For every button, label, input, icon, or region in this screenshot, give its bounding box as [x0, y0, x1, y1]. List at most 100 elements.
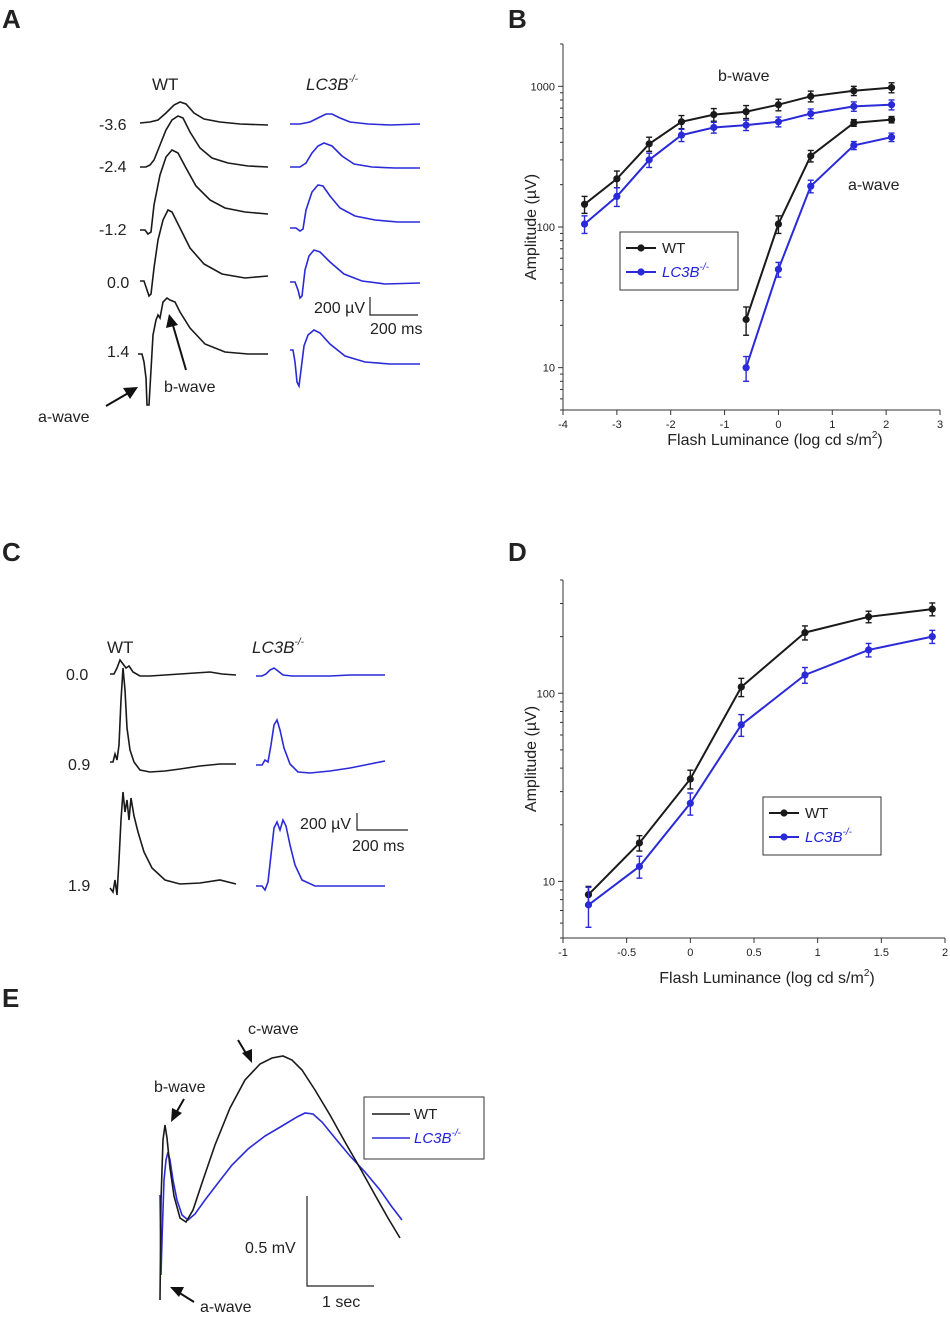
panel-a-wt-trace-3 — [140, 149, 269, 236]
chart-b-x-axis-label: Flash Luminance (log cd s/m2) — [667, 430, 882, 449]
panel-a-ko-trace-3 — [290, 184, 420, 232]
panel-e-a-wave-arrowhead — [170, 1287, 184, 1297]
chart-d-data-point — [865, 646, 873, 654]
chart-b-x-axis-label-main: Flash Luminance (log cd s/m — [667, 432, 872, 449]
panel-c-intensity-1: 0.0 — [66, 667, 88, 684]
panel-label-e: E — [2, 983, 19, 1013]
chart-d-legend-marker — [780, 833, 788, 841]
panel-a-ko-trace-5 — [290, 329, 420, 389]
panel-c-ko-trace-1 — [256, 667, 385, 677]
panel-e-a-wave-label: a-wave — [200, 1299, 252, 1316]
panel-a-intensity-4: 0.0 — [107, 275, 129, 292]
chart-b-b-wave-label: b-wave — [718, 68, 770, 85]
chart-d-legend-label-name: LC3B — [805, 829, 843, 846]
chart-b-data-point — [807, 92, 815, 100]
chart-d-x-axis-label-end: ) — [869, 970, 874, 987]
chart-b-data-point — [850, 87, 858, 95]
panel-e: E WT LC3B-/- 0.5 mV 1 sec c-wave b-wave … — [2, 983, 485, 1316]
panel-e-scale-bar — [306, 1196, 374, 1287]
chart-b-legend-marker — [637, 244, 645, 252]
panel-c-scale-amp: 200 µV — [300, 816, 351, 833]
chart-d-data-point — [635, 862, 644, 871]
chart-d-x-axis-label-main: Flash Luminance (log cd s/m — [659, 970, 864, 987]
chart-d-data-point — [801, 671, 809, 679]
panel-a-ko-trace-2 — [290, 142, 420, 169]
chart-d-y-axis-label: Amplitude (µV) — [523, 706, 540, 812]
panel-d: D -1 -0.5 0 0.5 1 1.5 2 10 100 Flash Luminance (l… — [508, 537, 948, 987]
panel-c-intensity-3: 1.9 — [68, 878, 90, 895]
panel-a-intensity-5: 1.4 — [107, 344, 129, 361]
chart-d-x-axis-label: Flash Luminance (log cd s/m2) — [659, 968, 874, 987]
panel-e-b-wave-arrow — [175, 1098, 185, 1114]
chart-b-data-point — [807, 152, 815, 160]
chart-b-x-tick-label: 0 — [775, 419, 781, 431]
panel-e-legend-wt-label: WT — [414, 1106, 437, 1123]
chart-b-data-point — [887, 133, 896, 141]
chart-b-data-point — [742, 315, 750, 324]
chart-b-data-point — [774, 220, 783, 228]
panel-c-ko-title: LC3B-/- — [252, 637, 305, 657]
chart-b-legend — [619, 231, 739, 291]
panel-a-intensity-1: -3.6 — [99, 117, 127, 134]
chart-b-data-point — [710, 123, 718, 132]
chart-b-series-line — [583, 86, 892, 206]
panel-e-ko-trace — [159, 1112, 403, 1276]
chart-b-series-line — [583, 103, 892, 225]
chart-d-y-tick-label: 100 — [537, 688, 555, 700]
chart-d-x-tick-label: 0.5 — [746, 947, 761, 959]
panel-e-legend — [363, 1096, 485, 1160]
chart-b-data-point — [677, 118, 686, 126]
chart-b-series-line — [745, 118, 892, 320]
panel-label-c: C — [2, 537, 21, 567]
chart-d-legend-marker — [780, 809, 788, 817]
chart-b-data-point — [613, 175, 621, 183]
chart-b-x-tick-label: -1 — [720, 419, 730, 431]
chart-d-data-point — [686, 775, 694, 783]
chart-b-legend-label: LC3B-/- — [662, 262, 710, 281]
chart-b-x-tick-label: -4 — [558, 419, 568, 431]
panel-a-a-wave-arrow — [105, 391, 131, 407]
chart-d-data-point — [928, 633, 936, 641]
chart-d-x-tick-label: -1 — [558, 947, 568, 959]
chart-b-data-point — [645, 140, 653, 148]
chart-b-data-point — [742, 364, 750, 372]
chart-b-y-tick-label: 1000 — [531, 81, 555, 93]
chart-d-data-point — [928, 605, 936, 613]
chart-d-legend-label: WT — [805, 805, 828, 822]
chart-d-x-tick-label: 2 — [942, 947, 948, 959]
chart-d: -1 -0.5 0 0.5 1 1.5 2 10 100 Flash Luminance (log… — [523, 579, 948, 987]
chart-b-data-point — [774, 101, 783, 109]
panel-label-d: D — [508, 537, 527, 567]
panel-c-wt-trace-1 — [110, 658, 237, 677]
chart-b-legend-label-name: LC3B — [662, 264, 700, 281]
panel-a-b-wave-arrow — [171, 321, 187, 371]
chart-b-data-point — [742, 108, 750, 116]
chart-b-data-point — [887, 83, 896, 92]
panel-e-wt-trace — [159, 1055, 401, 1301]
chart-b-x-tick-label: 3 — [937, 419, 943, 431]
panel-a-intensity-2: -2.4 — [99, 159, 127, 176]
panel-c-intensity-2: 0.9 — [68, 757, 90, 774]
panel-a-a-wave-arrowhead — [123, 387, 138, 399]
chart-d-legend — [762, 796, 882, 856]
panel-c-scale-time: 200 ms — [352, 838, 404, 855]
chart-b-data-point — [613, 192, 621, 201]
chart-b-a-wave-label: a-wave — [848, 177, 900, 194]
panel-e-legend-ko-sup: -/- — [452, 1128, 462, 1139]
panel-e-c-wave-arrowhead — [242, 1049, 252, 1063]
chart-b-data-point — [807, 110, 815, 118]
chart-b-data-point — [774, 265, 783, 273]
panel-label-a: A — [2, 4, 21, 34]
panel-a-scale-amp: 200 µV — [314, 300, 365, 317]
chart-b-y-tick-label: 10 — [543, 363, 555, 375]
panel-e-legend-ko-label: LC3B-/- — [414, 1128, 462, 1147]
chart-d-data-point — [737, 721, 745, 729]
panel-c-ko-title-name: LC3B — [252, 638, 295, 657]
panel-a-scale-bar — [369, 297, 418, 316]
chart-b-data-point — [580, 200, 589, 208]
chart-d-x-axis-label-sup: 2 — [864, 968, 870, 979]
panel-e-legend-ko-name: LC3B — [414, 1130, 452, 1147]
panel-a-b-wave-arrowhead — [166, 314, 178, 328]
chart-b-data-point — [807, 182, 815, 190]
